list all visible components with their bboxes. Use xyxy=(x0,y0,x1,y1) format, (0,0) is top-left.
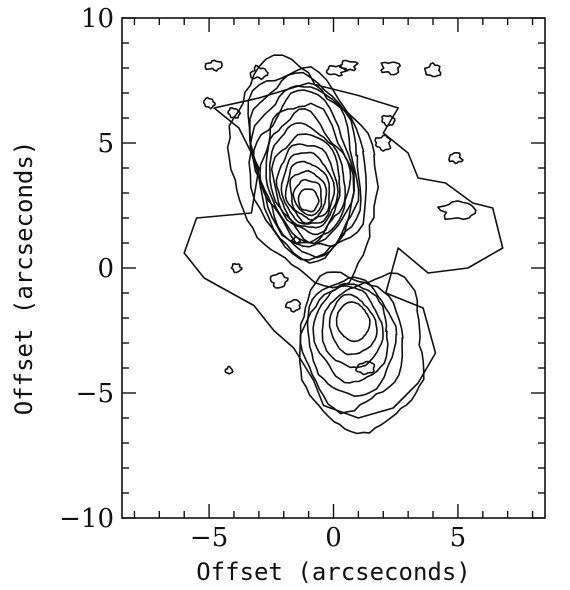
contour-south-level xyxy=(328,293,378,356)
y-tick-label: −10 xyxy=(59,504,114,534)
contour-north-level xyxy=(247,66,367,261)
contour-outer-envelope xyxy=(183,82,504,419)
contour-island xyxy=(269,272,289,289)
y-axis-label: Offset (arcseconds) xyxy=(10,141,38,416)
x-tick-label: 5 xyxy=(450,523,467,553)
contour-north-level xyxy=(275,143,339,229)
x-tick-label: 0 xyxy=(325,523,342,553)
contour-island xyxy=(204,59,223,72)
contour-north-level xyxy=(280,151,336,225)
plot-frame xyxy=(121,17,546,519)
x-tick-label: −5 xyxy=(190,523,228,553)
contour-island xyxy=(424,62,442,78)
contour-north-level xyxy=(297,188,320,213)
contour-island xyxy=(437,200,477,221)
axis-ticks xyxy=(122,17,545,519)
contour-island xyxy=(339,59,359,72)
contour-south-level xyxy=(312,282,389,384)
contour-north-level xyxy=(289,169,328,221)
contour-island xyxy=(249,64,269,81)
y-tick-label: −5 xyxy=(76,379,114,409)
contour-north-level xyxy=(284,160,331,224)
contour-island xyxy=(381,114,396,127)
tick-labels: −5 0 5 −10 −5 0 5 10 xyxy=(59,4,466,553)
contour-island xyxy=(227,107,242,119)
contour-north-level xyxy=(270,133,341,236)
contour-island xyxy=(380,61,401,76)
contour-north-level xyxy=(249,71,362,264)
contour-south-level xyxy=(321,286,384,369)
y-tick-label: 5 xyxy=(97,129,114,159)
x-axis-label: Offset (arcseconds) xyxy=(196,558,471,586)
contour-south-level xyxy=(306,276,398,397)
contour-north-level xyxy=(252,89,355,247)
contour-island xyxy=(448,152,464,165)
contour-lines xyxy=(183,54,504,435)
y-tick-label: 0 xyxy=(97,254,114,284)
contour-island xyxy=(291,236,301,245)
contour-north-envelope xyxy=(226,54,379,289)
contour-south-envelope xyxy=(299,272,425,435)
contour-south-knot xyxy=(355,360,376,376)
contour-island xyxy=(374,134,392,152)
contour-north-level xyxy=(292,178,323,217)
contour-south-level xyxy=(335,301,371,343)
contour-island xyxy=(202,96,216,110)
contour-north-level xyxy=(265,108,352,244)
contour-island xyxy=(284,298,302,313)
contour-island xyxy=(224,365,234,375)
contour-north-level xyxy=(268,122,347,245)
contour-north-level xyxy=(259,102,355,248)
y-tick-label: 10 xyxy=(81,4,114,34)
contour-island xyxy=(230,263,243,274)
